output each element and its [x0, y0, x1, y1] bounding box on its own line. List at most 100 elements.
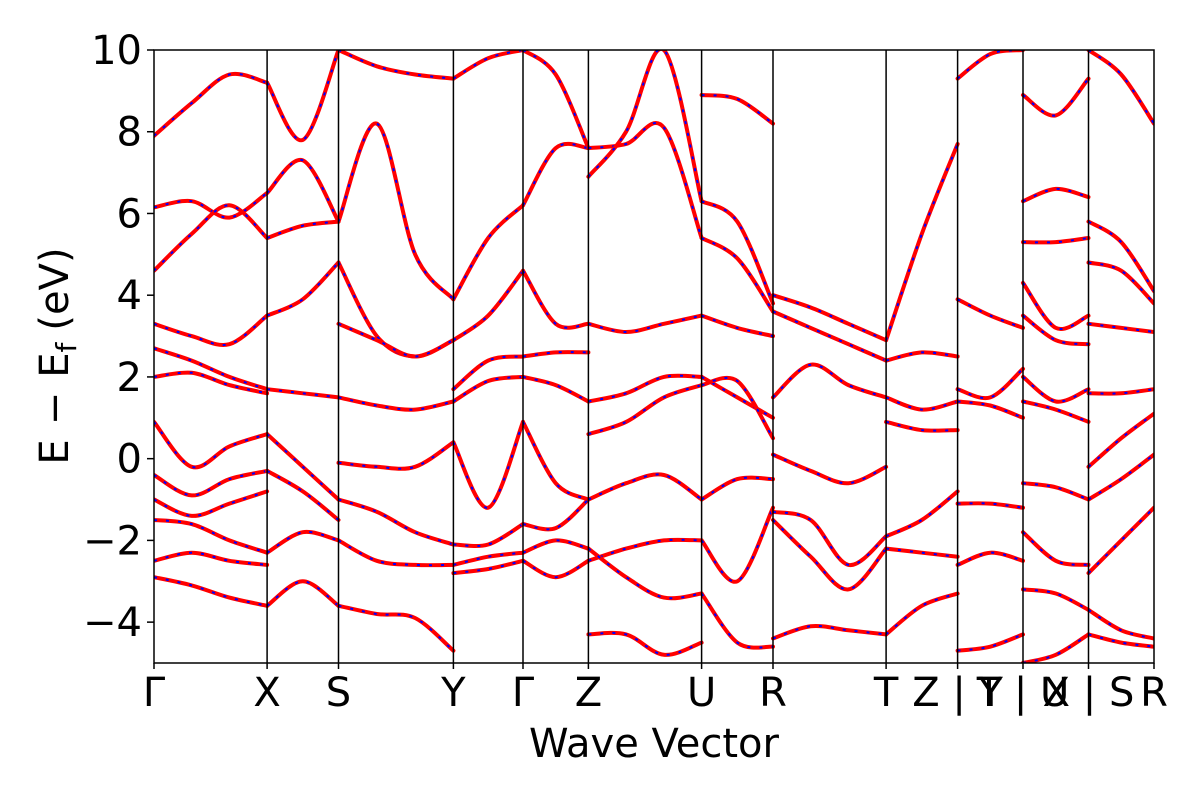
band-line-overlay: [957, 551, 1024, 566]
band-line: [521, 497, 591, 532]
band-line: [521, 141, 591, 208]
band-line: [154, 419, 270, 470]
band-line: [154, 71, 270, 138]
x-tick-label: R: [759, 670, 787, 716]
y-tick-label: 2: [117, 355, 142, 401]
x-tick-label: S: [326, 670, 351, 716]
y-axis-label-e2: E: [32, 352, 78, 377]
band-line: [1086, 387, 1154, 396]
plot-frame: [153, 49, 1155, 664]
band-line-overlay: [154, 551, 268, 566]
band-line: [154, 468, 270, 498]
band-line-overlay: [701, 314, 774, 338]
band-line-overlay: [1087, 609, 1154, 640]
band-line-overlay: [772, 310, 887, 362]
band-line: [1086, 321, 1154, 334]
band-line: [586, 546, 704, 601]
band-line-overlay: [588, 384, 702, 436]
band-line-overlay: [1087, 220, 1154, 292]
y-axis-label-minus: −: [32, 392, 78, 426]
band-line: [586, 50, 704, 204]
band-line: [336, 395, 456, 412]
band-line: [699, 505, 775, 584]
band-line-overlay: [1022, 187, 1089, 203]
y-tick-label: 4: [117, 273, 142, 319]
band-line: [265, 468, 341, 522]
band-line: [451, 50, 525, 81]
band-line-overlay: [522, 539, 589, 554]
band-line: [265, 529, 341, 555]
band-line: [955, 366, 1025, 401]
band-line: [1021, 236, 1091, 245]
band-line-overlay: [1022, 400, 1089, 423]
band-line-overlay: [701, 94, 774, 125]
band-line: [521, 350, 591, 359]
y-axis-label-unit: (eV): [32, 247, 78, 330]
band-line-overlay: [885, 490, 959, 538]
band-line-overlay: [1022, 482, 1089, 501]
x-tick-label: T | U: [976, 670, 1070, 716]
x-tick-label: X: [253, 670, 280, 716]
band-line-overlay: [453, 551, 524, 566]
band-line-overlay: [522, 270, 589, 329]
band-line-overlay: [338, 50, 454, 80]
band-line: [884, 546, 960, 559]
kpoint-divider-lines: [266, 50, 1090, 663]
band-line-overlay: [885, 420, 958, 432]
band-line: [586, 121, 704, 240]
band-line: [1086, 632, 1154, 649]
y-tick-label: −2: [83, 518, 142, 564]
band-line: [1021, 76, 1091, 118]
band-line-overlay: [522, 375, 589, 403]
band-line-overlay: [1087, 453, 1154, 501]
band-line: [265, 387, 341, 400]
x-tick-label: Z | Y: [912, 670, 1003, 716]
band-line: [154, 370, 270, 396]
band-lines: [154, 50, 1154, 663]
band-line-overlay: [1087, 50, 1154, 125]
x-tick-label: U: [687, 670, 716, 716]
band-line: [586, 313, 704, 335]
band-line: [1086, 260, 1154, 306]
band-line: [1021, 313, 1091, 347]
band-line: [771, 623, 889, 641]
band-line-overlay: [701, 376, 774, 419]
band-line-overlay: [885, 351, 958, 362]
band-line: [699, 475, 775, 502]
band-line-overlay: [266, 50, 340, 141]
band-line: [699, 199, 775, 306]
band-line-overlay: [1022, 282, 1089, 331]
y-axis-label: E − Ef (eV): [32, 247, 83, 464]
y-tick-label: 8: [117, 110, 142, 156]
x-tick-label: Γ: [143, 670, 166, 716]
band-line-overlay: [522, 559, 589, 579]
x-tick-label: Z: [575, 670, 602, 716]
band-line-overlay: [452, 355, 524, 390]
band-line: [451, 203, 525, 302]
band-line-overlay: [266, 433, 340, 501]
band-line-overlay: [772, 453, 887, 485]
x-tick-label: X | S: [1043, 670, 1135, 716]
band-line: [265, 579, 341, 608]
y-axis-label-e: E: [32, 439, 78, 464]
band-line: [265, 260, 341, 318]
y-tick-label: 10: [91, 28, 142, 74]
band-line-overlay: [701, 376, 774, 439]
band-line: [884, 591, 960, 637]
band-line-overlay: [588, 473, 703, 501]
band-line: [586, 630, 704, 657]
band-line-overlay: [1022, 588, 1089, 611]
band-line: [1086, 505, 1154, 576]
band-line: [336, 603, 456, 653]
band-line-overlay: [772, 519, 887, 591]
band-line: [451, 522, 525, 548]
band-line: [154, 575, 270, 608]
band-line: [336, 321, 456, 359]
band-line: [521, 50, 591, 151]
x-tick-label: R: [1140, 670, 1168, 716]
band-line: [154, 518, 270, 555]
band-line: [771, 509, 889, 567]
band-line: [955, 399, 1025, 420]
band-line-overlay: [957, 298, 1024, 329]
